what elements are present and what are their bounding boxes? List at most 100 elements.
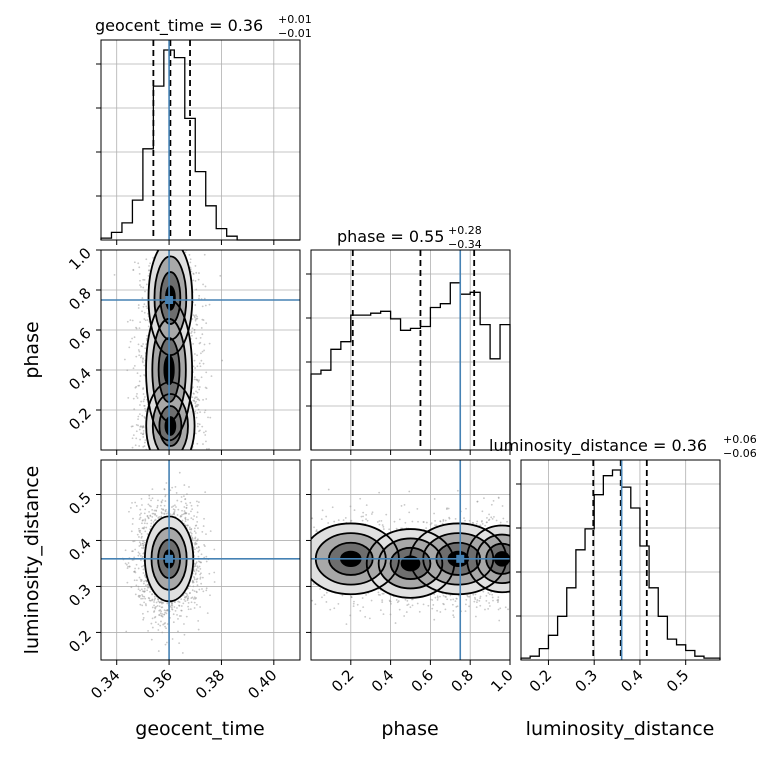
- scatter-point: [201, 350, 204, 353]
- scatter-point: [163, 609, 166, 612]
- scatter-point: [141, 522, 143, 525]
- scatter-point: [135, 584, 138, 587]
- scatter-point: [141, 297, 144, 299]
- scatter-point: [177, 506, 179, 508]
- scatter-point: [523, 586, 525, 588]
- scatter-point: [176, 607, 178, 609]
- scatter-point: [176, 476, 178, 478]
- scatter-point: [146, 334, 149, 337]
- scatter-point: [155, 510, 158, 512]
- scatter-point: [184, 245, 186, 247]
- scatter-point: [196, 565, 199, 568]
- scatter-point: [183, 484, 186, 486]
- scatter-point: [174, 609, 177, 612]
- scatter-point: [174, 471, 176, 473]
- scatter-point: [205, 555, 208, 558]
- scatter-point: [146, 514, 149, 517]
- scatter-point: [142, 547, 145, 550]
- scatter-point: [144, 519, 147, 522]
- scatter-point: [205, 560, 208, 563]
- scatter-point: [196, 511, 199, 514]
- scatter-point: [177, 222, 179, 224]
- scatter-point: [159, 228, 161, 230]
- scatter-point: [188, 513, 190, 515]
- scatter-point: [154, 621, 157, 624]
- scatter-point: [165, 226, 167, 228]
- scatter-point: [160, 455, 162, 457]
- scatter-point: [193, 378, 196, 381]
- scatter-point: [141, 590, 144, 593]
- scatter-point: [203, 343, 206, 346]
- scatter-point: [165, 482, 168, 484]
- scatter-point: [199, 577, 202, 580]
- scatter-point: [143, 512, 146, 515]
- scatter-point: [135, 563, 138, 566]
- scatter-point: [144, 290, 146, 293]
- scatter-point: [152, 521, 155, 523]
- scatter-point: [141, 555, 144, 558]
- scatter-point: [174, 501, 176, 503]
- scatter-point: [189, 261, 192, 264]
- scatter-point: [159, 624, 162, 627]
- scatter-point: [157, 463, 159, 465]
- scatter-point: [163, 451, 165, 453]
- scatter-point: [196, 442, 199, 445]
- scatter-point: [145, 464, 147, 466]
- scatter-point: [171, 463, 173, 465]
- scatter-point: [133, 408, 136, 411]
- scatter-point: [173, 606, 176, 608]
- scatter-point: [185, 504, 188, 507]
- scatter-point: [134, 386, 137, 389]
- scatter-point: [141, 604, 144, 607]
- scatter-point: [142, 564, 145, 567]
- scatter-point: [201, 318, 204, 321]
- scatter-point: [170, 454, 172, 456]
- scatter-point: [138, 354, 141, 357]
- scatter-point: [204, 491, 207, 494]
- scatter-point: [139, 544, 142, 547]
- scatter-point: [134, 501, 137, 504]
- scatter-point: [186, 457, 188, 459]
- scatter-point: [137, 551, 140, 554]
- scatter-point: [140, 533, 143, 535]
- scatter-point: [194, 532, 197, 534]
- scatter-point: [203, 517, 205, 520]
- scatter-point: [176, 480, 178, 482]
- scatter-point: [213, 581, 216, 583]
- scatter-point: [150, 622, 153, 625]
- scatter-point: [125, 630, 128, 633]
- scatter-point: [139, 508, 142, 511]
- scatter-point: [141, 597, 144, 600]
- scatter-point: [153, 610, 156, 612]
- scatter-point: [138, 445, 141, 447]
- contour-line: [158, 405, 183, 447]
- scatter-point: [197, 555, 200, 558]
- scatter-point: [146, 583, 149, 586]
- scatter-point: [160, 614, 163, 617]
- scatter-point: [180, 245, 182, 247]
- scatter-point: [181, 463, 183, 465]
- scatter-point: [181, 513, 183, 516]
- scatter-point: [162, 508, 164, 511]
- scatter-point: [135, 395, 138, 398]
- scatter-point: [151, 481, 153, 483]
- scatter-point: [149, 590, 151, 593]
- scatter-point: [133, 488, 135, 490]
- scatter-point: [196, 520, 199, 523]
- scatter-point: [193, 316, 196, 319]
- scatter-point: [143, 237, 145, 239]
- scatter-point: [197, 398, 200, 401]
- scatter-point: [133, 364, 136, 367]
- scatter-point: [178, 471, 181, 474]
- scatter-point: [184, 452, 186, 454]
- scatter-point: [140, 554, 142, 557]
- scatter-point: [126, 320, 129, 323]
- scatter-point: [163, 476, 165, 478]
- scatter-point: [125, 563, 128, 566]
- scatter-point: [215, 453, 217, 455]
- scatter-point: [142, 544, 145, 547]
- scatter-point: [142, 388, 144, 390]
- scatter-point: [177, 618, 179, 620]
- scatter-point: [137, 567, 140, 570]
- scatter-point: [186, 597, 189, 600]
